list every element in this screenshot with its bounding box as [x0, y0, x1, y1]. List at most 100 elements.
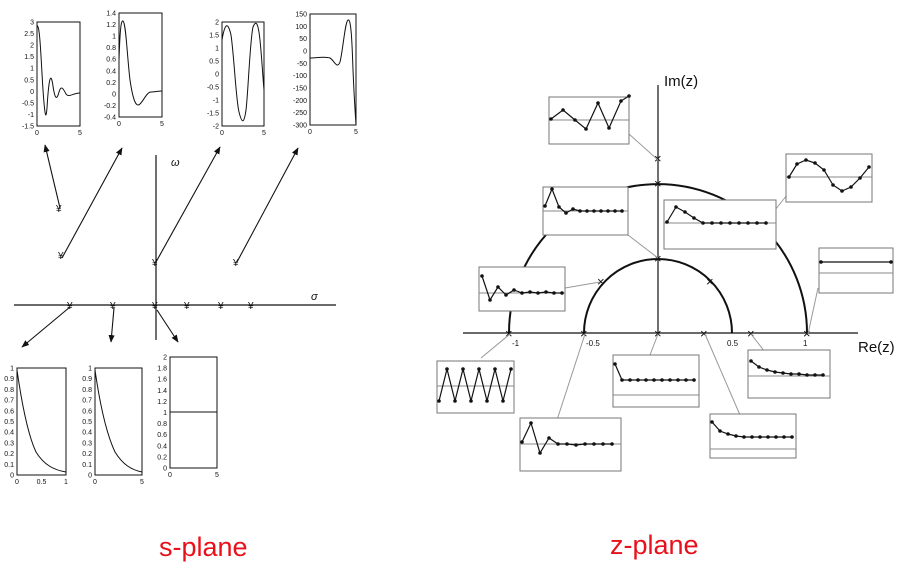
sample-dot [574, 443, 578, 447]
sample-dot [509, 367, 513, 371]
sample-dot [592, 442, 596, 446]
sample-dot [480, 274, 484, 278]
y-tick-label: 2 [215, 20, 219, 27]
x-tick-label: 0.5 [37, 479, 47, 486]
imag-axis-label: Im(z) [664, 73, 698, 90]
sample-dot [469, 399, 473, 403]
x-tick-label: 5 [215, 472, 219, 479]
sample-dot [726, 432, 730, 436]
y-tick-label: 0 [112, 91, 116, 98]
y-tick-label: 0.4 [106, 68, 116, 75]
sample-dot [718, 429, 722, 433]
y-tick-label: 0 [88, 473, 92, 480]
y-tick-label: 0.1 [4, 462, 14, 469]
sample-dot [683, 210, 687, 214]
y-tick-label: 0.8 [82, 387, 92, 394]
pole-marker: ¥ [232, 258, 239, 269]
y-tick-label: 1 [30, 66, 34, 73]
y-tick-label: 0.5 [209, 59, 219, 66]
sample-dot [758, 435, 762, 439]
y-tick-label: 0.9 [4, 376, 14, 383]
y-tick-label: 100 [295, 24, 307, 31]
sample-dot [804, 158, 808, 162]
sample-dot [549, 117, 553, 121]
decay-curve [94, 369, 143, 473]
sample-dot [676, 378, 680, 382]
sample-dot [728, 221, 732, 225]
y-tick-label: 150 [295, 12, 307, 19]
sample-dot [889, 260, 893, 264]
y-tick-label: -1.5 [207, 111, 219, 118]
sample-dot [665, 220, 669, 224]
sample-dot [652, 378, 656, 382]
x-tick-label: 0 [35, 130, 39, 137]
sample-dot [684, 378, 688, 382]
y-tick-label: 1 [215, 46, 219, 53]
oscillation-curve [221, 22, 265, 122]
x-tick-label: 0 [308, 129, 312, 136]
sample-dot [710, 221, 714, 225]
sample-dot [584, 127, 588, 131]
sample-dot [701, 221, 705, 225]
sample-dot [746, 221, 750, 225]
sequence-thumbnail [818, 247, 894, 294]
y-tick-label: 0.1 [82, 462, 92, 469]
y-tick-label: 0 [163, 466, 167, 473]
y-tick-label: 50 [299, 36, 307, 43]
y-tick-label: -250 [293, 110, 307, 117]
connector-line [627, 234, 659, 259]
sample-dot [564, 211, 568, 215]
pole-arrow [21, 306, 71, 348]
sample-dot [822, 168, 826, 172]
sequence-thumbnail [478, 266, 566, 312]
sequence-thumbnail [747, 349, 831, 399]
sample-dot [627, 94, 631, 98]
sample-dot [750, 435, 754, 439]
y-tick-label: 0.4 [157, 443, 167, 450]
sample-dot [789, 372, 793, 376]
y-tick-label: -1 [28, 112, 34, 119]
pole-arrow [43, 144, 61, 209]
sample-dot [599, 209, 603, 213]
sequence-thumbnail [436, 360, 515, 414]
sample-dot [734, 434, 738, 438]
sample-dot [858, 176, 862, 180]
sample-dot [821, 373, 825, 377]
y-tick-label: 1.4 [157, 388, 167, 395]
sample-dot [849, 185, 853, 189]
sample-dot [520, 291, 524, 295]
y-tick-label: 0 [215, 72, 219, 79]
oscillation-curve [36, 25, 81, 116]
y-tick-label: 0.2 [157, 454, 167, 461]
y-tick-label: 3 [30, 20, 34, 27]
pole-marker: ¥ [217, 301, 224, 312]
sample-dot [607, 126, 611, 130]
pole-marker: × [706, 274, 714, 289]
real-tick-label: -1 [512, 339, 520, 348]
pole-marker: ¥ [151, 258, 158, 269]
sample-dot [831, 183, 835, 187]
sample-dot [774, 435, 778, 439]
y-tick-label: 0.6 [4, 408, 14, 415]
connector-line [480, 333, 511, 359]
sequence-thumbnail [663, 199, 777, 250]
sample-dot [552, 291, 556, 295]
pole-marker: ¥ [247, 301, 254, 312]
sample-dot [742, 435, 746, 439]
sample-dot [560, 291, 564, 295]
connector-line [556, 333, 586, 421]
y-tick-label: -0.5 [207, 85, 219, 92]
y-tick-label: 1.5 [24, 54, 34, 61]
sample-dot [813, 373, 817, 377]
sample-dot [620, 209, 624, 213]
y-tick-label: 0.2 [4, 451, 14, 458]
sample-dot [765, 368, 769, 372]
y-tick-label: 0.5 [82, 419, 92, 426]
y-tick-label: 0.6 [106, 57, 116, 64]
connector-line [704, 333, 741, 416]
response-plot-frame [309, 13, 357, 126]
y-tick-label: 0 [303, 49, 307, 56]
decay-curve [16, 369, 67, 473]
y-tick-label: 1 [88, 366, 92, 373]
